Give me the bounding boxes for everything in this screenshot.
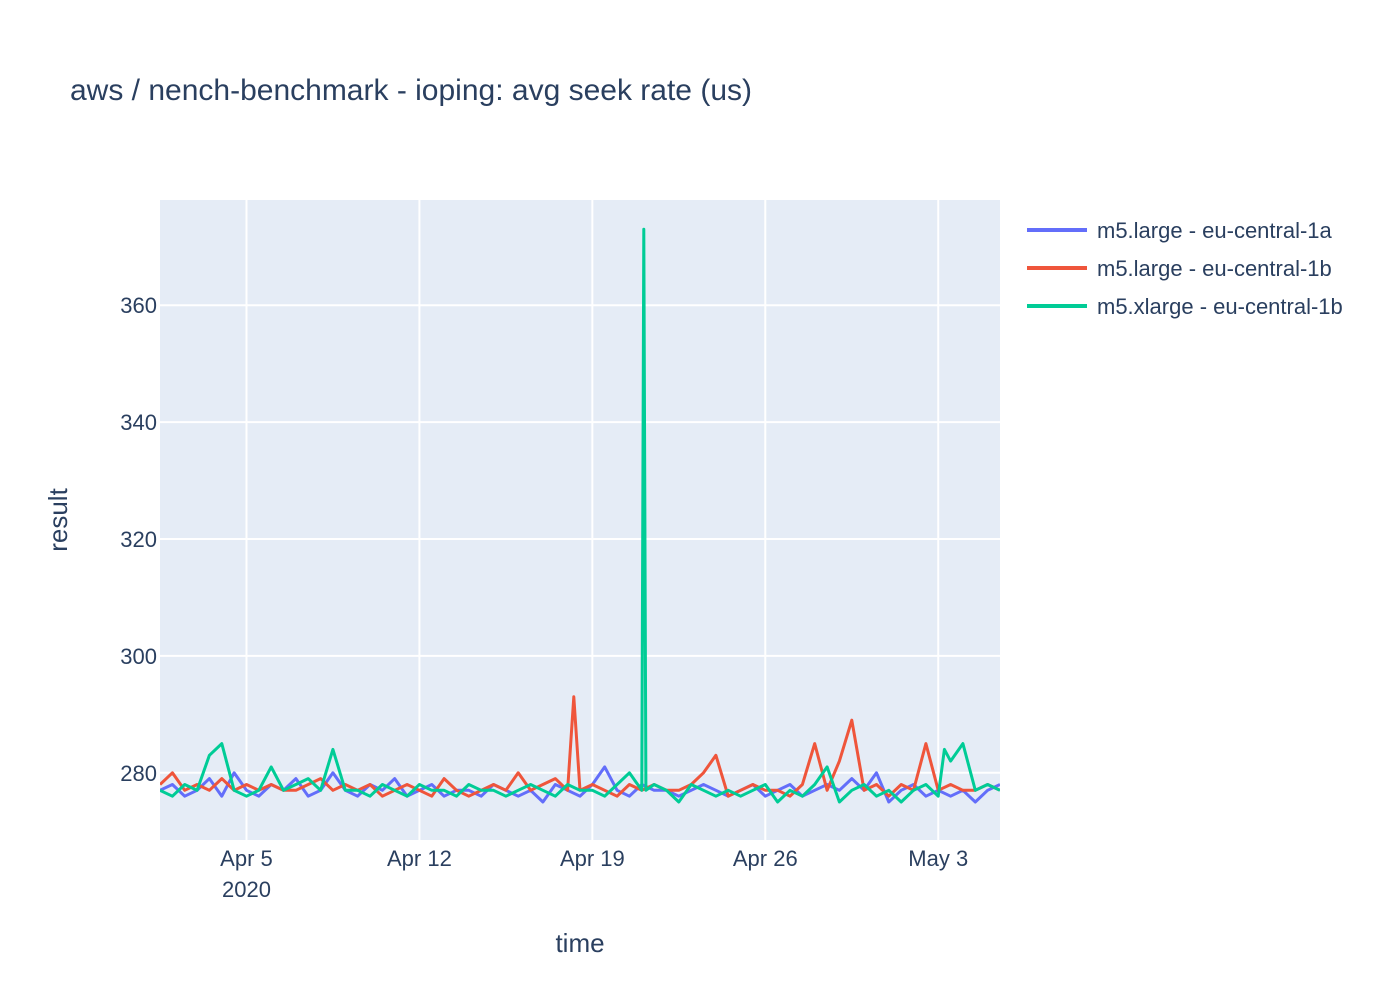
y-tick-labels: 280 300 320 340 360 bbox=[120, 293, 157, 786]
x-tick-label: Apr 12 bbox=[387, 846, 452, 871]
legend: m5.large - eu-central-1a m5.large - eu-ce… bbox=[1027, 218, 1343, 319]
series-lines bbox=[160, 227, 1000, 804]
x-tick-label: Apr 19 bbox=[560, 846, 625, 871]
x-tick-label: May 3 bbox=[908, 846, 968, 871]
x-gridlines bbox=[245, 200, 940, 840]
series-line-3 bbox=[160, 227, 1000, 804]
plot-area bbox=[160, 200, 1000, 840]
y-tick-label: 360 bbox=[120, 293, 157, 318]
y-axis-title: result bbox=[43, 487, 73, 551]
x-tick-label: Apr 5 bbox=[220, 846, 273, 871]
y-tick-label: 280 bbox=[120, 761, 157, 786]
x-tick-labels: Apr 5 2020 Apr 12 Apr 19 Apr 26 May 3 bbox=[220, 846, 968, 902]
x-tick-label: Apr 26 bbox=[733, 846, 798, 871]
legend-label: m5.large - eu-central-1b bbox=[1097, 256, 1332, 281]
chart-title: aws / nench-benchmark - ioping: avg seek… bbox=[70, 74, 752, 107]
legend-label: m5.xlarge - eu-central-1b bbox=[1097, 294, 1343, 319]
x-axis-title: time bbox=[555, 928, 604, 958]
legend-label: m5.large - eu-central-1a bbox=[1097, 218, 1333, 243]
series-line-2 bbox=[160, 695, 1000, 798]
x-tick-sublabel: 2020 bbox=[222, 877, 271, 902]
y-tick-label: 300 bbox=[120, 644, 157, 669]
y-tick-label: 320 bbox=[120, 527, 157, 552]
y-tick-label: 340 bbox=[120, 410, 157, 435]
